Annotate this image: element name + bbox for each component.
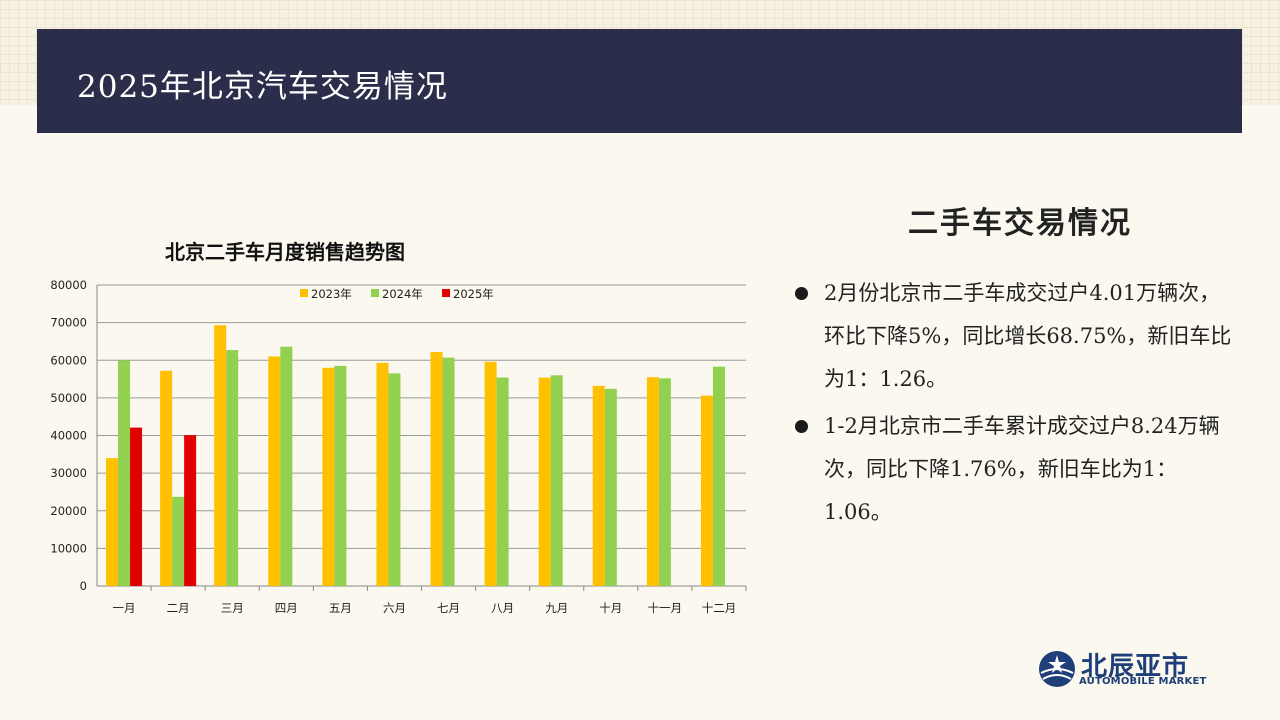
- y-tick-label: 60000: [50, 353, 87, 367]
- x-tick-label: 六月: [383, 601, 406, 615]
- x-tick-label: 十二月: [702, 601, 737, 615]
- bar-2024年-一月: [118, 360, 131, 586]
- bar-2023年-五月: [322, 367, 335, 586]
- logo-name: 北辰亚市: [1081, 652, 1190, 682]
- x-tick-label: 三月: [221, 601, 244, 615]
- y-tick-label: 70000: [50, 316, 87, 330]
- x-tick-label: 十月: [599, 601, 622, 615]
- bullet-list: 2月份北京市二手车成交过户4.01万辆次，环比下降5%，同比增长68.75%，新…: [795, 272, 1235, 538]
- bar-2023年-十二月: [700, 395, 713, 586]
- bar-2025年-一月: [130, 427, 143, 586]
- x-tick-label: 十一月: [648, 601, 683, 615]
- bar-2023年-三月: [214, 325, 227, 586]
- bar-2024年-四月: [280, 346, 293, 586]
- y-tick-label: 0: [80, 579, 87, 593]
- legend-label: 2023年: [311, 287, 352, 301]
- bar-2023年-四月: [268, 356, 281, 586]
- y-tick-label: 40000: [50, 429, 87, 443]
- bar-2023年-一月: [106, 458, 119, 586]
- bar-2023年-十一月: [646, 377, 659, 586]
- legend-label: 2025年: [453, 287, 494, 301]
- legend-swatch: [371, 289, 379, 297]
- bar-2023年-九月: [538, 377, 551, 586]
- bullet-dot-icon: [795, 420, 808, 433]
- bar-2024年-十二月: [712, 366, 725, 586]
- bullet-item: 1-2月北京市二手车累计成交过户8.24万辆次，同比下降1.76%，新旧车比为1…: [795, 405, 1235, 534]
- bar-2024年-八月: [496, 377, 509, 586]
- x-tick-label: 四月: [275, 601, 298, 615]
- bar-2024年-十一月: [658, 378, 671, 586]
- x-tick-label: 九月: [545, 601, 568, 615]
- bar-2024年-十月: [604, 388, 617, 586]
- y-tick-label: 20000: [50, 504, 87, 518]
- legend-label: 2024年: [382, 287, 423, 301]
- side-title: 二手车交易情况: [908, 206, 1132, 241]
- x-tick-label: 八月: [491, 601, 514, 615]
- bullet-text: 2月份北京市二手车成交过户4.01万辆次，环比下降5%，同比增长68.75%，新…: [824, 281, 1232, 391]
- y-tick-label: 50000: [50, 391, 87, 405]
- bar-2023年-七月: [430, 351, 443, 586]
- company-logo: 北辰亚市 AUTOMOBILE MARKET: [1037, 646, 1217, 692]
- logo-subtitle: AUTOMOBILE MARKET: [1079, 676, 1207, 687]
- page-title: 2025年北京汽车交易情况: [77, 69, 448, 105]
- bar-2024年-二月: [172, 496, 185, 586]
- bar-2023年-八月: [484, 361, 497, 586]
- bar-2025年-二月: [184, 435, 197, 586]
- legend-swatch: [300, 289, 308, 297]
- bar-2024年-六月: [388, 373, 401, 586]
- y-tick-label: 80000: [50, 278, 87, 292]
- bullet-text: 1-2月北京市二手车累计成交过户8.24万辆次，同比下降1.76%，新旧车比为1…: [824, 414, 1220, 524]
- bar-2024年-三月: [226, 350, 239, 586]
- x-tick-label: 二月: [167, 601, 190, 615]
- globe-star-icon: [1039, 651, 1075, 687]
- bar-2023年-六月: [376, 362, 389, 586]
- bar-2023年-十月: [592, 385, 605, 586]
- header-bar: 2025年北京汽车交易情况: [37, 29, 1242, 133]
- x-tick-label: 七月: [437, 601, 460, 615]
- bar-2024年-九月: [550, 375, 563, 586]
- legend-swatch: [442, 289, 450, 297]
- y-tick-label: 10000: [50, 541, 87, 555]
- sales-trend-chart: 北京二手车月度销售趋势图 0 10000 20000 30000 40000 50000 6…: [50, 240, 747, 615]
- bullet-dot-icon: [795, 287, 808, 300]
- x-tick-label: 五月: [329, 601, 352, 615]
- x-tick-label: 一月: [113, 601, 136, 615]
- y-tick-label: 30000: [50, 466, 87, 480]
- bar-2023年-二月: [160, 370, 173, 586]
- chart-title: 北京二手车月度销售趋势图: [165, 240, 405, 264]
- bar-2024年-五月: [334, 365, 347, 586]
- bar-2024年-七月: [442, 357, 455, 586]
- bullet-item: 2月份北京市二手车成交过户4.01万辆次，环比下降5%，同比增长68.75%，新…: [795, 272, 1235, 401]
